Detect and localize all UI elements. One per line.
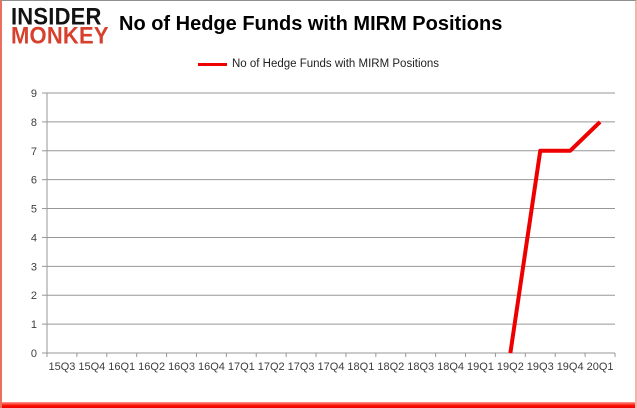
y-axis-label: 5	[31, 204, 37, 216]
y-axis-label: 2	[31, 290, 37, 302]
x-axis-label: 18Q4	[437, 361, 464, 373]
x-axis-label: 16Q3	[168, 361, 195, 373]
x-axis-label: 16Q1	[108, 361, 135, 373]
x-axis-label: 18Q1	[347, 361, 374, 373]
legend-label: No of Hedge Funds with MIRM Positions	[231, 58, 440, 70]
x-axis-label: 18Q2	[377, 361, 404, 373]
x-axis-label: 17Q1	[228, 361, 255, 373]
x-axis-label: 19Q3	[527, 361, 554, 373]
y-axis-label: 7	[31, 146, 37, 158]
x-axis-label: 16Q4	[198, 361, 225, 373]
data-line	[508, 120, 602, 354]
x-axis-label: 17Q4	[318, 361, 345, 373]
x-axis-label: 18Q3	[407, 361, 434, 373]
y-axis-label: 9	[31, 88, 37, 100]
y-axis-label: 0	[31, 348, 37, 360]
y-axis-label: 3	[31, 261, 37, 273]
bottom-accent-bar	[2, 402, 635, 408]
legend-line-swatch	[197, 62, 227, 66]
x-axis-label: 19Q2	[497, 361, 524, 373]
y-axis-label: 4	[31, 232, 37, 244]
logo-monkey-text: MONKEY	[11, 21, 109, 49]
x-axis-label: 17Q2	[258, 361, 285, 373]
chart-title: No of Hedge Funds with MIRM Positions	[119, 13, 503, 35]
chart-legend: No of Hedge Funds with MIRM Positions	[2, 58, 635, 70]
x-axis-label: 20Q1	[587, 361, 614, 373]
y-axis-label: 6	[31, 175, 37, 187]
x-axis-label: 19Q1	[467, 361, 494, 373]
y-axis-label: 1	[31, 319, 37, 331]
insider-monkey-logo: INSIDER MONKEY	[11, 2, 109, 49]
logo-insider-text: INSIDER	[11, 2, 102, 30]
x-axis-label: 16Q2	[138, 361, 165, 373]
y-axis-label: 8	[31, 117, 37, 129]
x-axis-label: 15Q4	[78, 361, 105, 373]
x-axis-label: 17Q3	[288, 361, 315, 373]
x-axis-label: 15Q3	[48, 361, 75, 373]
x-axis-label: 19Q4	[557, 361, 584, 373]
